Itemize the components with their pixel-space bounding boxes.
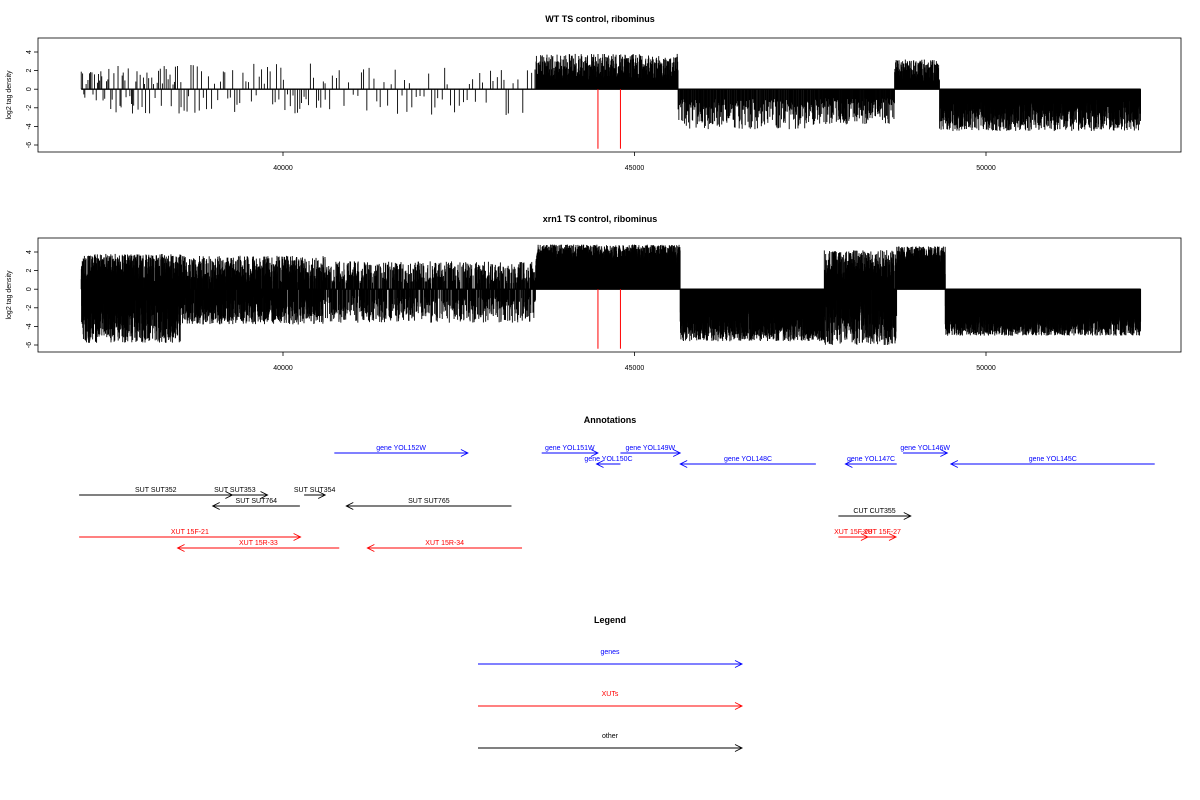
y-axis-label: log2 tag density bbox=[6, 70, 13, 120]
wt-panel: WT TS control, ribominus log2 tag density… bbox=[6, 14, 1182, 172]
bar-series bbox=[80, 53, 1142, 132]
x-tick-label: 40000 bbox=[273, 365, 293, 372]
y-tick-label: -2 bbox=[26, 105, 33, 111]
y-tick-label: 2 bbox=[26, 69, 33, 73]
y-tick-label: 4 bbox=[26, 250, 33, 254]
y-tick-label: 4 bbox=[26, 50, 33, 54]
x-tick-label: 45000 bbox=[625, 365, 645, 372]
x-tick-label: 50000 bbox=[976, 365, 996, 372]
y-tick-label: -4 bbox=[26, 323, 33, 329]
y-tick-label: 2 bbox=[26, 269, 33, 273]
xrn1-panel: xrn1 TS control, ribominus log2 tag densi… bbox=[6, 214, 1182, 372]
y-axis-label: log2 tag density bbox=[6, 270, 13, 320]
x-tick-label: 40000 bbox=[273, 165, 293, 172]
y-tick-label: -4 bbox=[26, 123, 33, 129]
y-tick-label: -6 bbox=[26, 342, 33, 348]
y-tick-label: 0 bbox=[26, 287, 33, 291]
chart-title: xrn1 TS control, ribominus bbox=[543, 214, 658, 224]
x-tick-label: 50000 bbox=[976, 165, 996, 172]
y-tick-label: -6 bbox=[26, 142, 33, 148]
plot-frame bbox=[37, 237, 1182, 353]
bar-series bbox=[80, 244, 1142, 345]
y-tick-label: 0 bbox=[26, 87, 33, 91]
x-tick-label: 45000 bbox=[625, 165, 645, 172]
chart-title: WT TS control, ribominus bbox=[545, 14, 655, 24]
y-tick-label: -2 bbox=[26, 305, 33, 311]
plot-frame bbox=[37, 37, 1182, 153]
